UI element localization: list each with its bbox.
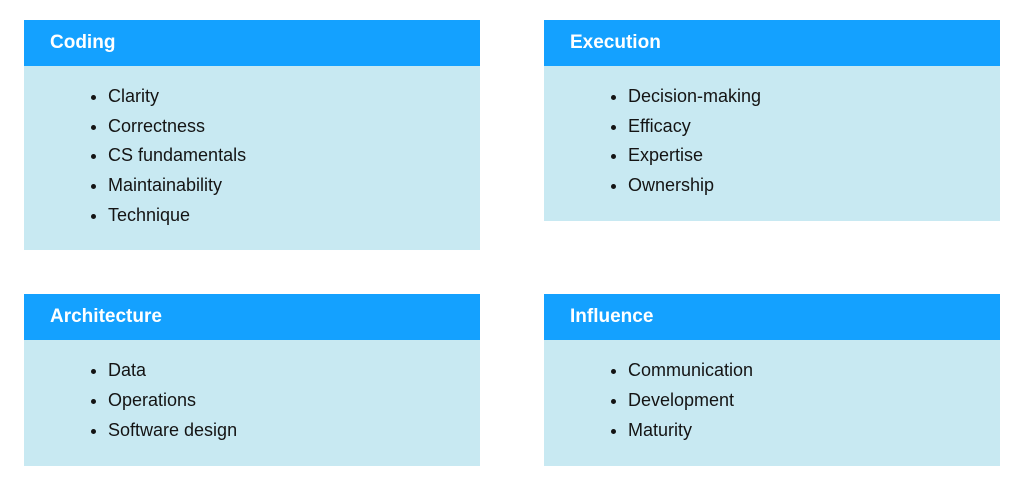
list-item: Expertise (628, 141, 974, 171)
list-item: Maturity (628, 416, 974, 446)
card-execution: Execution Decision-making Efficacy Exper… (544, 20, 1000, 250)
list-item: Ownership (628, 171, 974, 201)
card-coding: Coding Clarity Correctness CS fundamenta… (24, 20, 480, 250)
list-item: Development (628, 386, 974, 416)
list-item: CS fundamentals (108, 141, 454, 171)
list-item: Technique (108, 201, 454, 231)
card-body: Decision-making Efficacy Expertise Owner… (544, 66, 1000, 221)
list-item: Decision-making (628, 82, 974, 112)
list-item: Data (108, 356, 454, 386)
list-item: Communication (628, 356, 974, 386)
card-list: Communication Development Maturity (570, 356, 974, 445)
card-header: Architecture (24, 294, 480, 340)
card-architecture: Architecture Data Operations Software de… (24, 294, 480, 465)
card-list: Decision-making Efficacy Expertise Owner… (570, 82, 974, 201)
card-influence: Influence Communication Development Matu… (544, 294, 1000, 465)
card-body: Data Operations Software design (24, 340, 480, 465)
card-list: Clarity Correctness CS fundamentals Main… (50, 82, 454, 230)
card-header: Influence (544, 294, 1000, 340)
list-item: Correctness (108, 112, 454, 142)
card-body: Clarity Correctness CS fundamentals Main… (24, 66, 480, 250)
card-body: Communication Development Maturity (544, 340, 1000, 465)
card-header: Execution (544, 20, 1000, 66)
list-item: Maintainability (108, 171, 454, 201)
list-item: Clarity (108, 82, 454, 112)
list-item: Software design (108, 416, 454, 446)
card-header: Coding (24, 20, 480, 66)
skill-grid: Coding Clarity Correctness CS fundamenta… (24, 20, 1000, 466)
card-list: Data Operations Software design (50, 356, 454, 445)
list-item: Efficacy (628, 112, 974, 142)
list-item: Operations (108, 386, 454, 416)
